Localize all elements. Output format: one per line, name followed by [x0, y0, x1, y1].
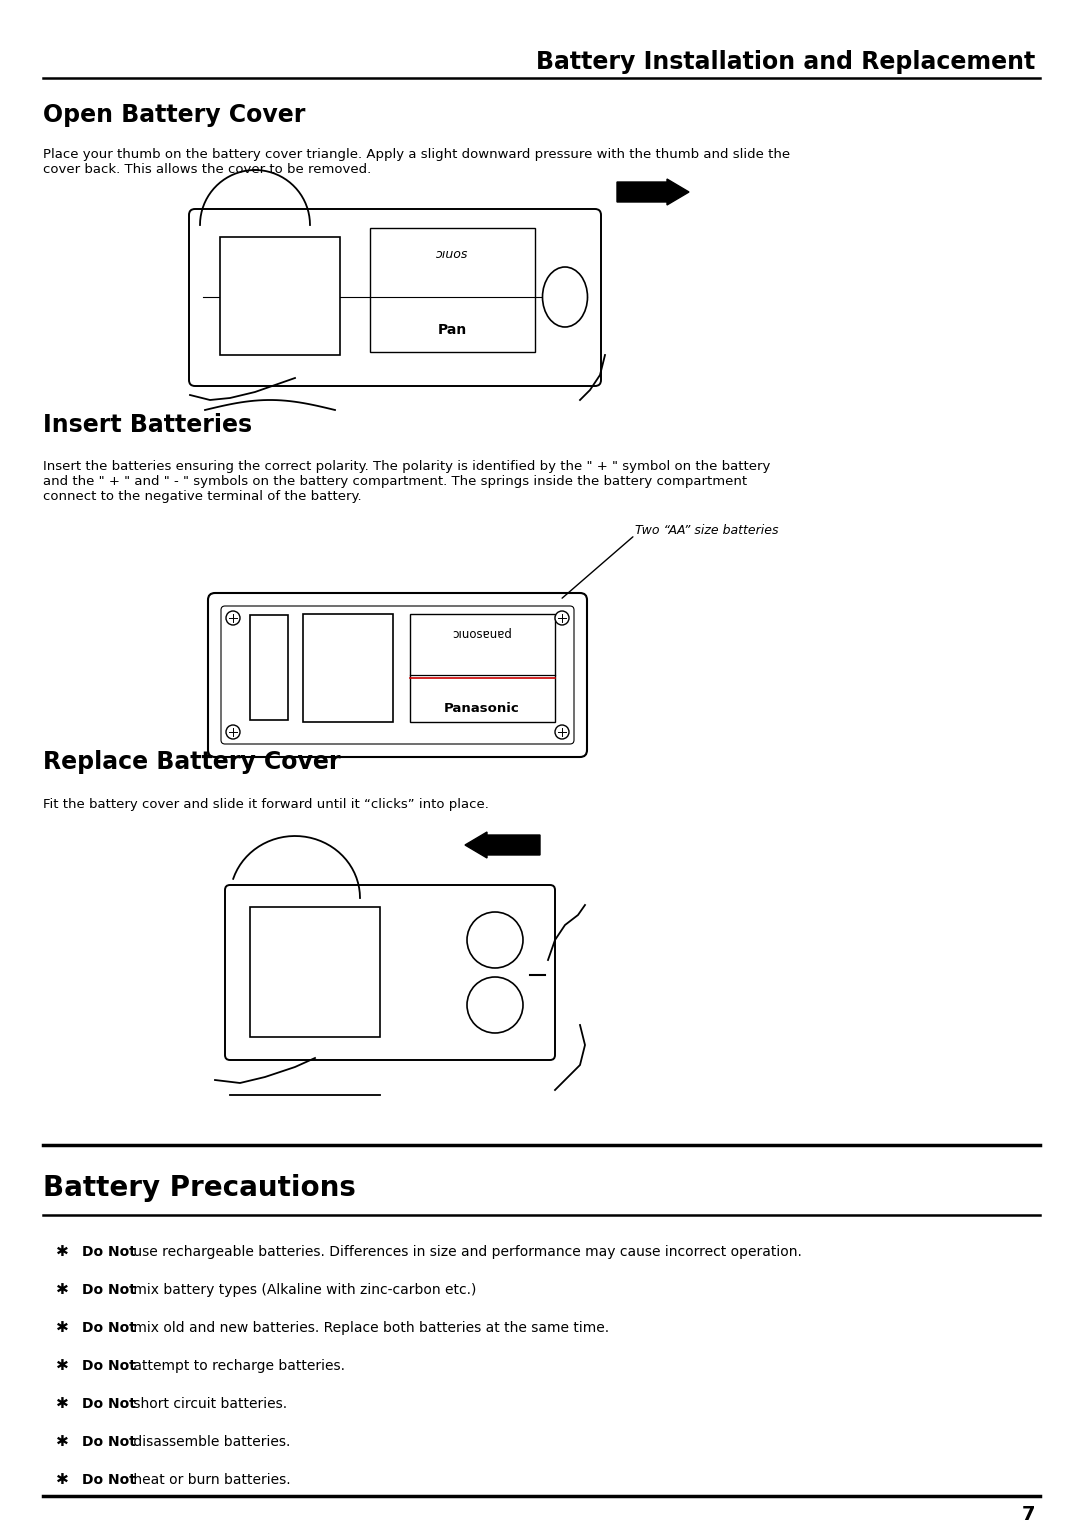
Ellipse shape — [542, 267, 588, 327]
Text: Insert Batteries: Insert Batteries — [43, 413, 252, 437]
Text: ɔıuos: ɔıuos — [436, 249, 469, 261]
FancyArrow shape — [465, 833, 540, 859]
FancyArrow shape — [617, 179, 689, 205]
Text: attempt to recharge batteries.: attempt to recharge batteries. — [129, 1358, 345, 1374]
Text: ɔıuosɐuɐd: ɔıuosɐuɐd — [453, 628, 512, 642]
FancyBboxPatch shape — [225, 885, 555, 1060]
Text: Do Not: Do Not — [82, 1397, 136, 1410]
FancyBboxPatch shape — [189, 209, 600, 387]
Text: Replace Battery Cover: Replace Battery Cover — [43, 750, 340, 775]
Text: Do Not: Do Not — [82, 1245, 136, 1259]
Text: Place your thumb on the battery cover triangle. Apply a slight downward pressure: Place your thumb on the battery cover tr… — [43, 148, 791, 176]
Text: Do Not: Do Not — [82, 1284, 136, 1297]
FancyBboxPatch shape — [221, 607, 573, 744]
Text: Battery Installation and Replacement: Battery Installation and Replacement — [536, 50, 1035, 73]
Text: Two “AA” size batteries: Two “AA” size batteries — [635, 524, 779, 536]
Text: Do Not: Do Not — [82, 1473, 136, 1487]
Text: ✱: ✱ — [56, 1397, 68, 1412]
Text: disassemble batteries.: disassemble batteries. — [129, 1435, 291, 1449]
Text: Battery Precautions: Battery Precautions — [43, 1174, 356, 1203]
Text: ✱: ✱ — [56, 1320, 68, 1335]
Circle shape — [226, 724, 240, 740]
Text: mix old and new batteries. Replace both batteries at the same time.: mix old and new batteries. Replace both … — [129, 1322, 609, 1335]
Bar — [370, 228, 535, 351]
Text: Open Battery Cover: Open Battery Cover — [43, 102, 306, 127]
Text: ✱: ✱ — [56, 1244, 68, 1259]
Text: ✱: ✱ — [56, 1473, 68, 1487]
Text: short circuit batteries.: short circuit batteries. — [129, 1397, 287, 1410]
Circle shape — [467, 976, 523, 1033]
Bar — [410, 614, 555, 723]
Text: Do Not: Do Not — [82, 1322, 136, 1335]
Circle shape — [555, 611, 569, 625]
Text: Fit the battery cover and slide it forward until it “clicks” into place.: Fit the battery cover and slide it forwa… — [43, 798, 489, 811]
FancyBboxPatch shape — [208, 593, 588, 756]
Text: Do Not: Do Not — [82, 1435, 136, 1449]
Bar — [220, 237, 340, 354]
Text: 7: 7 — [1022, 1505, 1035, 1523]
Bar — [249, 614, 288, 720]
Text: mix battery types (Alkaline with zinc-carbon etc.): mix battery types (Alkaline with zinc-ca… — [129, 1284, 476, 1297]
Circle shape — [226, 611, 240, 625]
Text: Panasonic: Panasonic — [444, 701, 519, 715]
Text: ✱: ✱ — [56, 1435, 68, 1450]
Bar — [249, 908, 380, 1038]
Bar — [303, 614, 393, 723]
Circle shape — [467, 912, 523, 969]
Text: use rechargeable batteries. Differences in size and performance may cause incorr: use rechargeable batteries. Differences … — [129, 1245, 801, 1259]
Text: Insert the batteries ensuring the correct polarity. The polarity is identified b: Insert the batteries ensuring the correc… — [43, 460, 770, 503]
Text: ✱: ✱ — [56, 1358, 68, 1374]
Circle shape — [555, 724, 569, 740]
Text: Pan: Pan — [437, 322, 467, 338]
Text: ✱: ✱ — [56, 1282, 68, 1297]
Text: Do Not: Do Not — [82, 1358, 136, 1374]
Text: heat or burn batteries.: heat or burn batteries. — [129, 1473, 291, 1487]
